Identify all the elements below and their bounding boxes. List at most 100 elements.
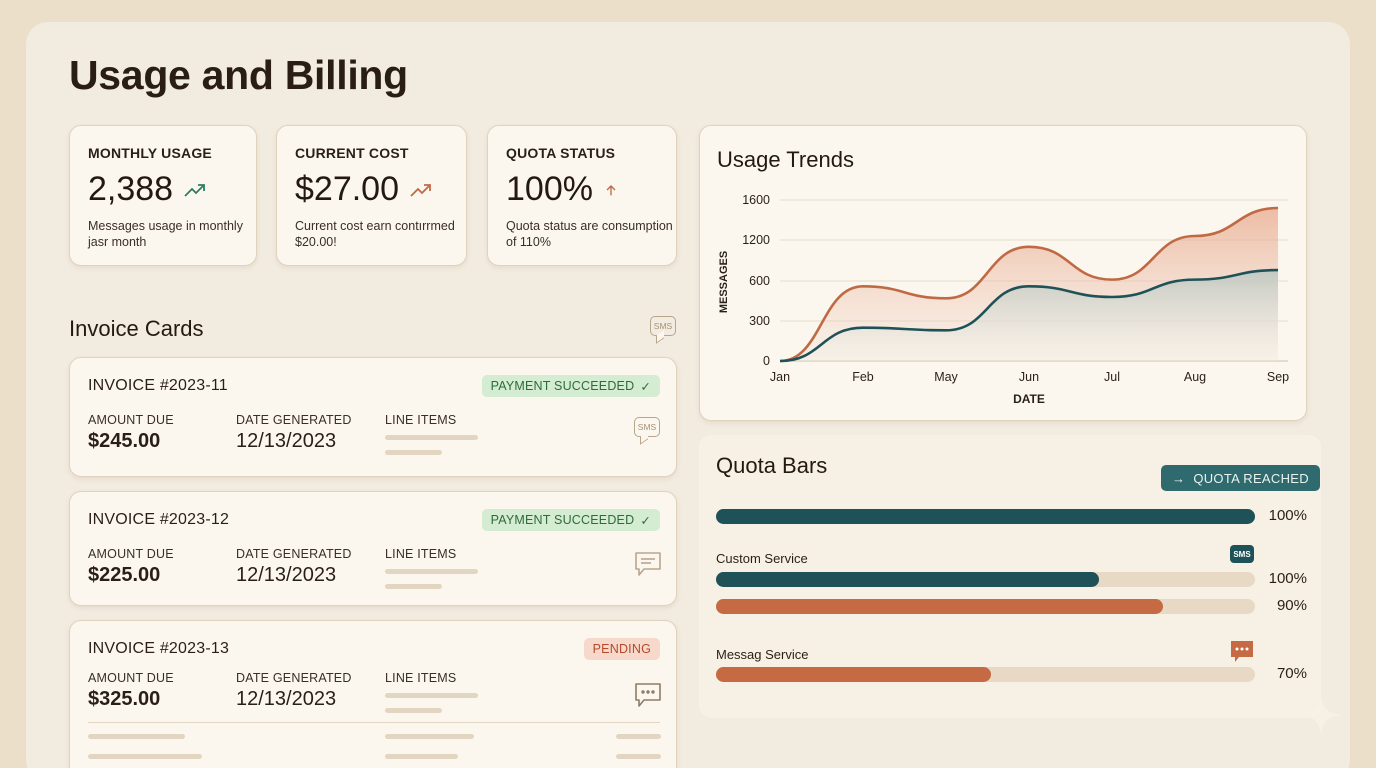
amount-value: $325.00 xyxy=(88,688,161,710)
trend-up-icon xyxy=(410,183,431,197)
amount-value: $245.00 xyxy=(88,430,161,452)
line-item-placeholder xyxy=(385,734,474,739)
stat-card-quota-status: QUOTA STATUS 100% Quota status are consu… xyxy=(487,125,677,266)
quota-bar-percent: 100% xyxy=(1268,507,1307,524)
quota-bar-fill xyxy=(716,667,991,682)
line-items-label: LINE ITEMS xyxy=(385,547,457,561)
quota-bar-fill xyxy=(716,572,1099,587)
line-item-placeholder xyxy=(385,435,478,440)
invoice-id: INVOICE #2023-13 xyxy=(88,640,230,657)
quota-bar-fill xyxy=(716,509,1255,524)
sms-icon[interactable]: SMS xyxy=(650,316,676,336)
page-title: Usage and Billing xyxy=(69,52,408,98)
usage-trends-card: Usage Trends 0 300 600 1200 1600 Jan Feb May Jun… xyxy=(699,125,1307,421)
invoice-card-2023-12[interactable]: INVOICE #2023-12 PAYMENT SUCCEEDED ✓ AMOU… xyxy=(69,491,677,606)
y-tick-label: 1600 xyxy=(742,193,770,207)
x-tick-label: Sep xyxy=(1267,370,1289,384)
stat-value: 2,388 xyxy=(88,170,174,208)
quota-bar-fill xyxy=(716,599,1164,614)
x-tick-label: Jan xyxy=(770,370,790,384)
line-item-placeholder xyxy=(385,693,478,698)
x-tick-label: May xyxy=(934,370,958,384)
line-item-placeholder xyxy=(385,450,442,455)
y-axis-label: MESSAGES xyxy=(718,251,730,313)
stat-card-current-cost: CURRENT COST $27.00 Current cost earn co… xyxy=(276,125,467,266)
amount-value: $225.00 xyxy=(88,564,161,586)
stat-value: $27.00 xyxy=(295,170,399,208)
status-badge-label: PAYMENT SUCCEEDED xyxy=(490,513,635,527)
date-value: 12/13/2023 xyxy=(236,688,337,710)
quota-bar-track xyxy=(716,599,1255,614)
x-tick-label: Feb xyxy=(852,370,874,384)
x-tick-label: Jun xyxy=(1019,370,1039,384)
date-label: DATE GENERATED xyxy=(236,547,352,561)
sms-icon[interactable]: SMS xyxy=(634,417,660,437)
line-item-placeholder xyxy=(616,734,661,739)
stat-description: Current cost earn contırrmed $20.00! xyxy=(295,219,455,249)
status-badge: PENDING xyxy=(583,638,660,660)
quota-reached-label: QUOTA REACHED xyxy=(1193,470,1309,486)
status-badge-label: PENDING xyxy=(592,642,651,656)
stat-description: Quota status are consumption of 110% xyxy=(506,219,673,249)
invoice-card-2023-13[interactable]: INVOICE #2023-13 PENDING AMOUNT DUE $325… xyxy=(69,620,677,768)
chat-icon[interactable] xyxy=(633,550,663,578)
status-badge: PAYMENT SUCCEEDED ✓ xyxy=(481,375,660,397)
x-tick-label: Jul xyxy=(1104,370,1120,384)
line-item-placeholder xyxy=(385,584,442,589)
stat-value-row: 100% xyxy=(506,170,619,209)
status-badge-label: PAYMENT SUCCEEDED xyxy=(490,379,635,393)
quota-bar-percent: 70% xyxy=(1276,665,1307,682)
y-tick-label: 600 xyxy=(749,274,770,288)
invoice-id: INVOICE #2023-11 xyxy=(88,377,228,394)
date-value: 12/13/2023 xyxy=(236,564,337,586)
invoice-card-2023-11[interactable]: INVOICE #2023-11 PAYMENT SUCCEEDED ✓ AMOU… xyxy=(69,357,677,477)
line-item-placeholder xyxy=(88,754,202,759)
series-line-0 xyxy=(779,206,1279,363)
line-items-label: LINE ITEMS xyxy=(385,413,457,427)
x-tick-label: Aug xyxy=(1184,370,1206,384)
series-area-1 xyxy=(780,270,1278,361)
usage-trends-chart: 0 300 600 1200 1600 Jan Feb May Jun Jul Aug Sep DAT… xyxy=(718,193,1289,406)
line-item-placeholder xyxy=(385,569,478,574)
invoice-section-title: Invoice Cards xyxy=(69,316,204,341)
check-icon: ✓ xyxy=(640,379,651,394)
status-badge: PAYMENT SUCCEEDED ✓ xyxy=(481,509,660,531)
y-tick-label: 1200 xyxy=(742,233,770,247)
sms-icon[interactable]: SMS xyxy=(1230,545,1254,563)
arrow-up-icon xyxy=(606,184,616,195)
quota-reached-badge[interactable]: → QUOTA REACHED xyxy=(1161,465,1320,491)
stat-label: MONTHLY USAGE xyxy=(88,145,212,161)
quota-bars-card: Quota Bars → QUOTA REACHED 100% Custom S… xyxy=(699,435,1321,718)
y-tick-label: 300 xyxy=(749,314,770,328)
check-icon: ✓ xyxy=(640,513,651,528)
line-item-placeholder xyxy=(385,754,458,759)
x-axis-label: DATE xyxy=(1013,392,1045,406)
quota-bar-label: Custom Service xyxy=(716,551,808,566)
chat-dots-icon[interactable] xyxy=(633,681,663,709)
stat-value: 100% xyxy=(506,170,593,208)
sparkle-icon xyxy=(1300,694,1342,736)
chart-title: Usage Trends xyxy=(717,147,854,172)
chat-dots-icon[interactable] xyxy=(1230,640,1254,664)
amount-label: AMOUNT DUE xyxy=(88,413,174,427)
quota-bar-track xyxy=(716,667,1255,682)
y-tick-label: 0 xyxy=(763,354,770,368)
line-item-placeholder xyxy=(385,708,442,713)
line-item-placeholder xyxy=(88,734,185,739)
stat-value-row: $27.00 xyxy=(295,170,433,209)
quota-bar-track xyxy=(716,572,1255,587)
stat-value-row: 2,388 xyxy=(88,170,207,209)
series-line-1 xyxy=(779,268,1279,363)
amount-label: AMOUNT DUE xyxy=(88,547,174,561)
quota-bar-percent: 90% xyxy=(1276,597,1307,614)
divider xyxy=(88,722,660,723)
date-label: DATE GENERATED xyxy=(236,671,352,685)
quota-bar-track xyxy=(716,509,1255,524)
date-value: 12/13/2023 xyxy=(236,430,337,452)
arrow-right-icon: → xyxy=(1172,470,1186,486)
invoice-id: INVOICE #2023-12 xyxy=(88,511,230,528)
amount-label: AMOUNT DUE xyxy=(88,671,174,685)
quota-bar-percent: 100% xyxy=(1268,570,1307,587)
line-items-label: LINE ITEMS xyxy=(385,671,457,685)
date-label: DATE GENERATED xyxy=(236,413,352,427)
